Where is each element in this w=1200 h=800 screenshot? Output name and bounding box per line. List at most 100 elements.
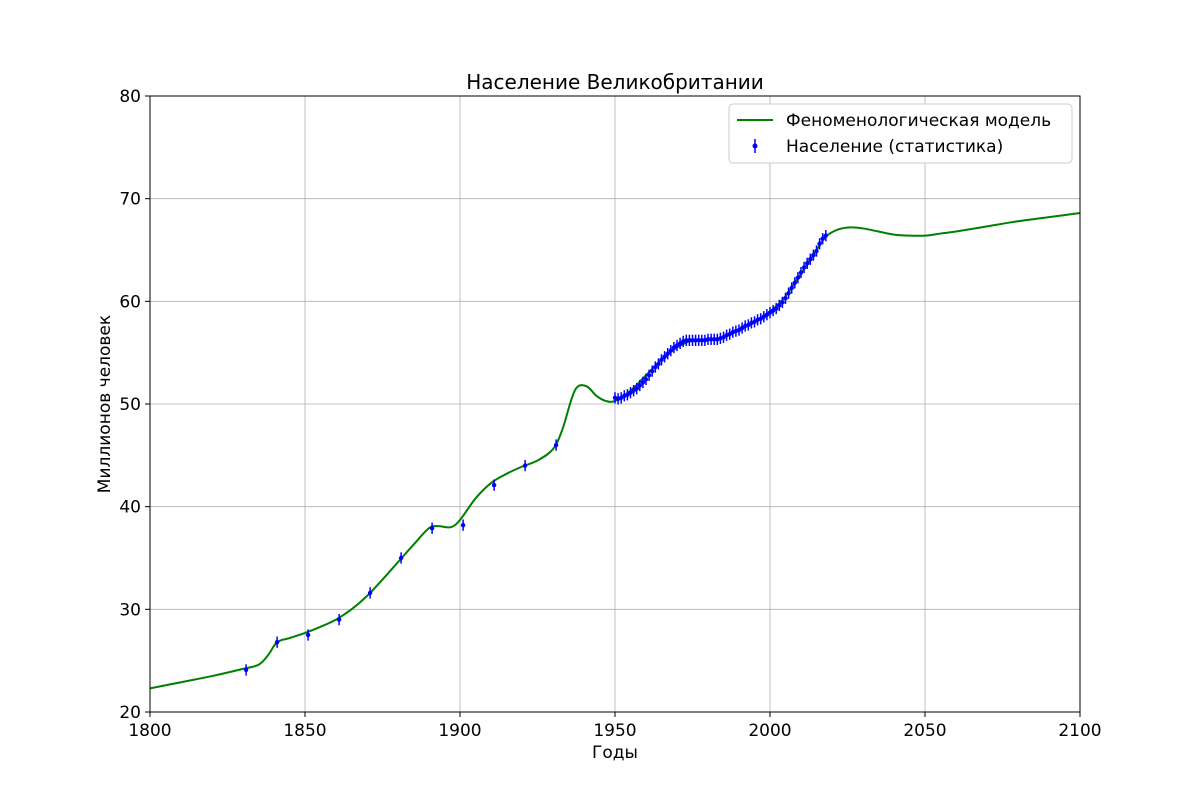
data-point xyxy=(746,322,751,328)
statistics-point xyxy=(783,292,788,304)
data-point xyxy=(491,482,497,488)
statistics-point xyxy=(643,373,649,386)
statistics-point xyxy=(634,382,639,395)
data-point xyxy=(631,388,636,393)
data-point xyxy=(786,290,791,296)
data-point xyxy=(705,337,711,342)
statistics-point xyxy=(668,344,673,357)
y-tick-label: 60 xyxy=(119,292,141,312)
x-tick-label: 2100 xyxy=(1058,721,1101,741)
statistics-point xyxy=(712,333,717,345)
data-point xyxy=(795,275,801,280)
data-point xyxy=(628,390,633,395)
data-point xyxy=(736,327,742,333)
statistics-point xyxy=(429,522,435,534)
data-point xyxy=(764,312,770,317)
statistics-point xyxy=(696,334,701,346)
x-tick-label: 1850 xyxy=(283,721,326,741)
data-point xyxy=(677,341,683,346)
data-point xyxy=(305,632,311,638)
statistics-point xyxy=(674,339,680,352)
statistics-point xyxy=(721,331,726,343)
model-layer xyxy=(149,212,1081,690)
statistics-layer xyxy=(243,229,828,676)
y-tick-label: 30 xyxy=(119,600,141,620)
statistics-point xyxy=(789,282,794,294)
data-point xyxy=(792,280,797,286)
data-point xyxy=(752,319,757,325)
data-point xyxy=(643,377,649,382)
statistics-point xyxy=(656,358,661,370)
statistics-point xyxy=(777,299,782,312)
x-axis-label: Годы xyxy=(592,743,638,763)
data-point xyxy=(823,233,828,238)
data-point xyxy=(761,314,766,319)
data-point xyxy=(739,325,745,331)
data-point xyxy=(646,373,652,378)
model-series-line xyxy=(149,212,1081,690)
data-point xyxy=(770,308,776,313)
statistics-point xyxy=(646,369,652,381)
statistics-point xyxy=(798,266,804,279)
data-point xyxy=(693,338,698,343)
statistics-point xyxy=(752,316,757,328)
statistics-point xyxy=(336,613,342,626)
data-point xyxy=(727,331,732,337)
statistics-point xyxy=(811,249,816,261)
y-tick-label: 70 xyxy=(119,190,141,210)
statistics-point xyxy=(767,306,773,319)
data-point xyxy=(671,345,677,350)
data-point xyxy=(814,248,819,254)
chart-title: Население Великобритании xyxy=(466,70,764,94)
statistics-point xyxy=(522,459,528,472)
statistics-point xyxy=(690,334,695,346)
data-point xyxy=(659,357,664,363)
statistics-point xyxy=(653,361,658,373)
y-tick-label: 80 xyxy=(119,87,141,107)
data-point xyxy=(429,526,435,531)
data-point xyxy=(634,386,639,391)
statistics-point xyxy=(780,296,785,309)
statistics-point xyxy=(693,334,698,346)
data-point xyxy=(336,617,342,622)
data-point xyxy=(367,590,373,596)
data-point xyxy=(777,303,782,308)
y-tick-label: 20 xyxy=(119,703,141,723)
x-tick-label: 2050 xyxy=(903,721,946,741)
data-point xyxy=(637,383,642,388)
data-point xyxy=(820,236,825,241)
data-point xyxy=(690,338,695,343)
statistics-point xyxy=(814,245,819,257)
statistics-point xyxy=(640,376,646,389)
data-point xyxy=(522,463,528,468)
statistics-point xyxy=(665,348,670,360)
statistics-point xyxy=(764,309,770,321)
y-tick-label: 50 xyxy=(119,395,141,415)
data-point xyxy=(801,265,807,270)
statistics-point xyxy=(708,333,714,345)
data-point xyxy=(805,261,810,266)
statistics-point xyxy=(305,629,311,641)
statistics-point xyxy=(687,334,692,346)
statistics-point xyxy=(662,351,667,363)
statistics-point xyxy=(650,365,655,377)
data-point xyxy=(684,338,689,343)
legend-stats-label: Население (статистика) xyxy=(786,137,1003,157)
statistics-point xyxy=(553,439,559,451)
statistics-point xyxy=(823,229,828,242)
statistics-point xyxy=(628,387,633,399)
statistics-point xyxy=(770,304,776,317)
statistics-point xyxy=(817,238,822,250)
statistics-point xyxy=(367,587,373,599)
statistics-point xyxy=(460,519,466,531)
data-point xyxy=(674,343,680,348)
statistics-point xyxy=(820,233,825,245)
data-point xyxy=(662,354,667,359)
data-point xyxy=(687,338,692,343)
data-point xyxy=(783,296,788,301)
statistics-point xyxy=(705,333,711,345)
data-point xyxy=(656,361,661,367)
x-tick-label: 2000 xyxy=(748,721,791,741)
data-point xyxy=(625,392,630,397)
